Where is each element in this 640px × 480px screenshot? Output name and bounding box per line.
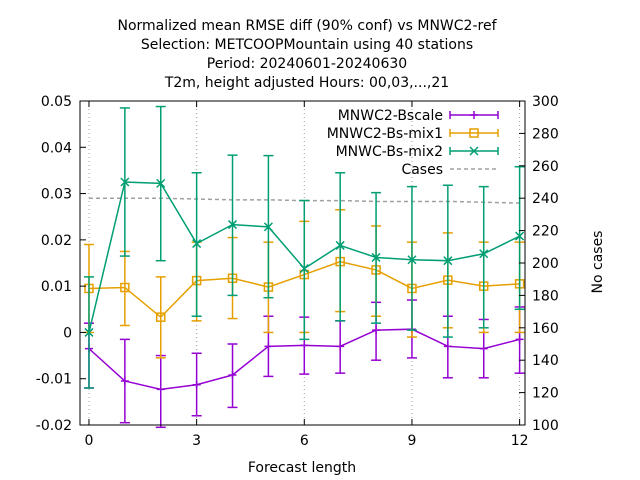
- y2-tick-label: 180: [532, 288, 559, 304]
- data-point: [300, 341, 309, 350]
- x-tick-label: 6: [300, 433, 309, 449]
- legend-item: MNWC2-Bscale: [338, 108, 499, 124]
- title-line-4: T2m, height adjusted Hours: 00,03,...,21: [164, 75, 449, 91]
- axes: -0.02-0.0100.010.020.030.040.05100120140…: [36, 94, 559, 449]
- y2-tick-label: 300: [532, 94, 559, 110]
- x-axis-label: Forecast length: [248, 460, 356, 476]
- data-point: [264, 342, 273, 351]
- plot-frame: [79, 100, 526, 426]
- x-tick-label: 12: [511, 433, 529, 449]
- y2-tick-label: 200: [532, 256, 559, 272]
- legend: MNWC2-Bscale MNWC2-Bs-mix1 MNWC-Bs-mix2 Cas…: [327, 108, 499, 178]
- data-point: [120, 282, 130, 293]
- y-tick-label: -0.01: [36, 372, 72, 388]
- legend-marker: [469, 128, 479, 138]
- title-line-3: Period: 20240601-20240630: [207, 56, 407, 72]
- data-point: [443, 256, 453, 266]
- legend-label: MNWC2-Bs-mix1: [327, 126, 443, 142]
- data-point: [227, 220, 238, 230]
- x-tick-label: 9: [407, 433, 416, 449]
- data-point: [120, 377, 129, 386]
- legend-marker: [470, 111, 478, 119]
- data-point: [228, 371, 237, 380]
- y-tick-label: 0.01: [41, 279, 72, 295]
- data-point: [479, 249, 489, 259]
- chart-title: Normalized mean RMSE diff (90% conf) vs …: [117, 18, 497, 91]
- legend-label: MNWC-Bs-mix2: [336, 144, 443, 160]
- data-point: [515, 335, 524, 344]
- data-point: [120, 177, 130, 187]
- data-point: [192, 380, 201, 389]
- y2-tick-label: 140: [532, 353, 559, 369]
- y2-tick-label: 240: [532, 191, 559, 207]
- data-series: [83, 105, 525, 429]
- series-3: [83, 105, 525, 389]
- data-point: [479, 344, 488, 353]
- data-point: [156, 178, 166, 188]
- y2-tick-label: 160: [532, 321, 559, 337]
- data-point: [371, 252, 381, 262]
- x-tick-label: 3: [192, 433, 201, 449]
- data-point: [443, 342, 452, 351]
- y-tick-label: 0: [63, 325, 72, 341]
- legend-item: Cases: [401, 162, 498, 178]
- data-point: [299, 264, 309, 274]
- title-line-2: Selection: METCOOPMountain using 40 stat…: [141, 37, 473, 53]
- data-point: [155, 312, 166, 322]
- legend-marker: [469, 146, 479, 156]
- y2-tick-label: 260: [532, 159, 559, 175]
- data-point: [263, 222, 273, 232]
- x-tick-label: 0: [85, 433, 94, 449]
- data-point: [84, 327, 94, 337]
- data-point: [407, 255, 417, 265]
- legend-item: MNWC-Bs-mix2: [336, 144, 499, 160]
- title-line-1: Normalized mean RMSE diff (90% conf) vs …: [117, 18, 497, 34]
- data-point: [156, 385, 165, 394]
- y-tick-label: 0.02: [41, 233, 72, 249]
- y2-tick-label: 280: [532, 126, 559, 142]
- data-point: [336, 342, 345, 351]
- y-tick-label: 0.04: [41, 140, 72, 156]
- y-tick-label: 0.03: [41, 187, 72, 203]
- y2-tick-label: 100: [532, 418, 559, 434]
- y-tick-label: -0.02: [36, 418, 72, 434]
- legend-label: Cases: [401, 162, 443, 178]
- y2-axis-label: No cases: [590, 231, 606, 294]
- data-point: [372, 326, 381, 335]
- y-tick-label: 0.05: [41, 94, 72, 110]
- data-point: [192, 239, 202, 249]
- y2-tick-label: 220: [532, 224, 559, 240]
- legend-label: MNWC2-Bscale: [338, 108, 443, 124]
- data-point: [335, 240, 345, 250]
- legend-item: MNWC2-Bs-mix1: [327, 126, 499, 142]
- y2-tick-label: 120: [532, 386, 559, 402]
- data-point: [515, 231, 525, 241]
